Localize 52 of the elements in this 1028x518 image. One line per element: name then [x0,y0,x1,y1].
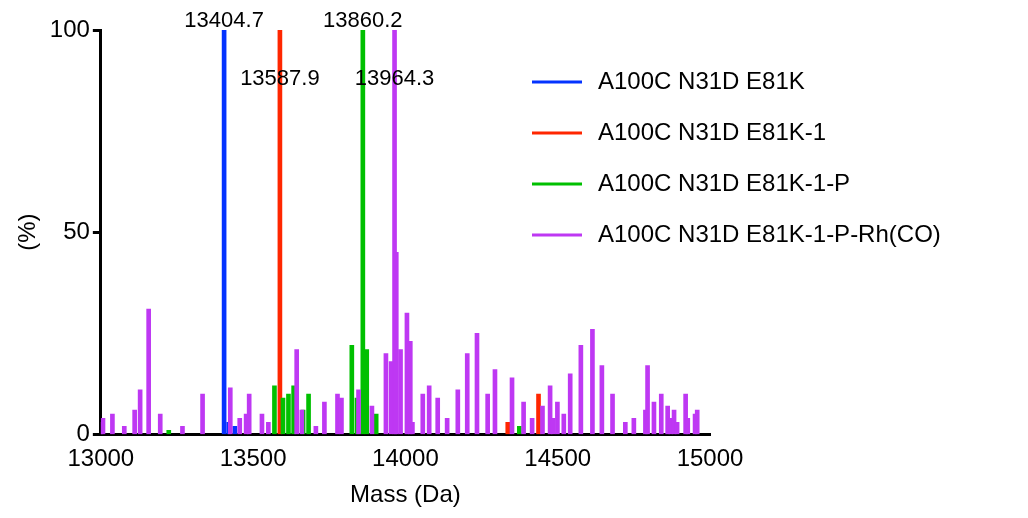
bar [266,421,271,435]
bar [246,393,252,435]
bar [227,387,233,435]
bar [645,365,650,435]
x-tick-label: 15000 [676,444,744,472]
bar [464,353,470,435]
bar [339,397,344,435]
bar [373,413,379,435]
bar [294,349,300,435]
bar [610,393,615,435]
bar [540,405,545,435]
bar [536,393,541,435]
y-axis-title: (%) [13,213,41,251]
bar [110,413,115,435]
bar [590,328,595,435]
bar [356,389,361,435]
bar [237,417,243,435]
bar [180,425,185,435]
y-tick-label: 100 [49,14,90,42]
bar [420,393,426,435]
legend-label: A100C N31D E81K-1-P [598,168,851,196]
bar [521,401,526,435]
bar [485,393,490,435]
x-axis-title: Mass (Da) [350,480,461,508]
x-tick-label: 13500 [219,444,287,472]
bar [166,430,172,435]
x-tick-label: 13000 [67,444,135,472]
bar [272,385,277,435]
legend-label: A100C N31D E81K-1 [598,117,827,145]
bar [322,401,327,435]
annotation: 13860.2 [323,7,403,33]
bar [505,421,511,435]
legend-label: A100C N31D E81K [598,66,805,94]
bar [567,373,573,435]
y-tick-label: 0 [76,419,90,447]
bar [435,397,441,435]
bar [455,389,461,435]
bar [200,393,205,435]
bar [157,413,163,435]
bar [349,345,355,435]
y-tick-label: 50 [63,216,90,244]
annotation: 13404.7 [184,7,264,33]
x-tick-label: 14000 [372,444,439,472]
bar [100,417,106,435]
bar [146,308,151,435]
x-tick-label: 14500 [524,444,592,472]
legend-label: A100C N31D E81K-1-P-Rh(CO) [598,219,941,247]
bar [694,409,700,435]
bar [121,425,127,435]
bar [426,385,432,435]
bar [306,393,311,435]
bar [623,421,628,435]
